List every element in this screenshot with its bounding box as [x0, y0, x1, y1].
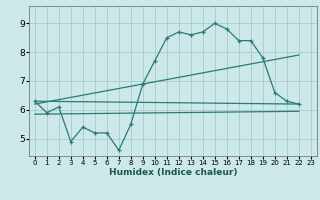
X-axis label: Humidex (Indice chaleur): Humidex (Indice chaleur): [108, 168, 237, 177]
